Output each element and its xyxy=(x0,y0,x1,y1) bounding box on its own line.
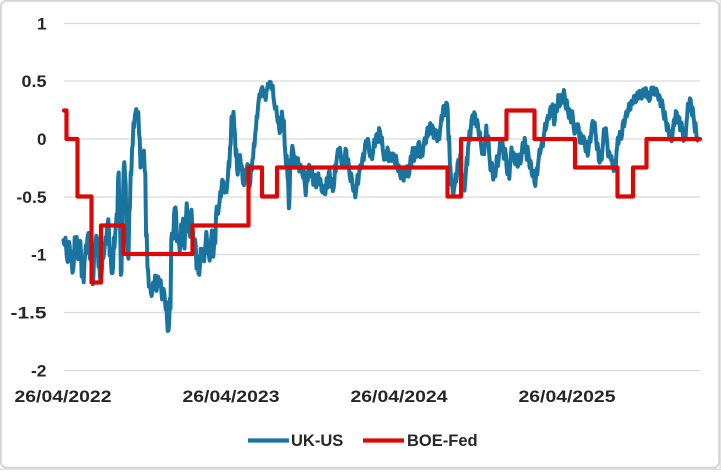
svg-text:26/04/2024: 26/04/2024 xyxy=(351,388,449,406)
svg-text:26/04/2023: 26/04/2023 xyxy=(183,388,280,406)
svg-text:-1: -1 xyxy=(31,246,47,264)
svg-text:UK-US: UK-US xyxy=(291,432,343,450)
svg-text:-2: -2 xyxy=(31,362,47,380)
svg-text:-0.5: -0.5 xyxy=(17,189,47,207)
svg-text:-1.5: -1.5 xyxy=(11,304,47,322)
svg-text:0: 0 xyxy=(37,131,47,149)
svg-text:26/04/2025: 26/04/2025 xyxy=(519,388,616,406)
svg-text:0.5: 0.5 xyxy=(22,73,47,91)
svg-text:BOE-Fed: BOE-Fed xyxy=(407,432,478,450)
svg-text:1: 1 xyxy=(37,15,47,33)
svg-text:26/04/2022: 26/04/2022 xyxy=(15,388,112,406)
